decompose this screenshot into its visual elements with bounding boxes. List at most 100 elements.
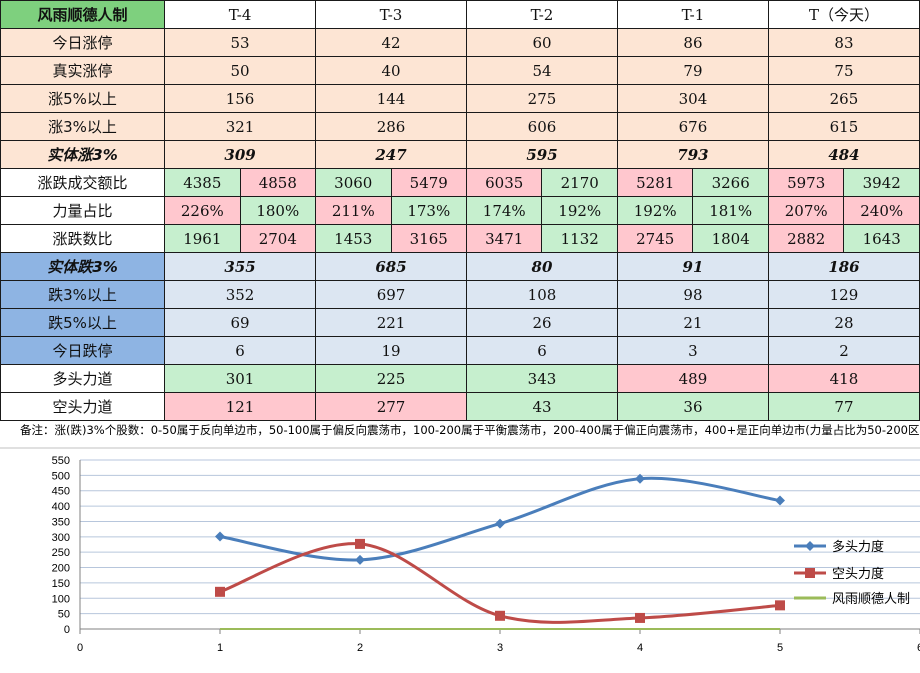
x-tick-label: 6: [917, 642, 920, 654]
value-cell: 54: [466, 56, 618, 85]
x-tick-label: 5: [777, 642, 783, 654]
row-label: 跌3%以上: [0, 280, 166, 309]
x-tick-label: 3: [497, 642, 503, 654]
value-cell: 304: [616, 84, 769, 113]
ratio-down-cell: 1132: [541, 224, 618, 253]
value-cell: 60: [466, 28, 618, 57]
value-cell: 98: [616, 280, 769, 309]
ratio-down-cell: 5479: [390, 168, 468, 197]
value-cell: 343: [466, 364, 618, 393]
solid-fall-row: 实体跌3% 355 685 80 91 186: [0, 252, 920, 281]
row-label: 跌5%以上: [0, 308, 166, 337]
y-tick-label: 300: [52, 532, 70, 544]
value-cell: 225: [315, 364, 467, 393]
value-cell: 28: [767, 308, 920, 337]
ratio-down-cell: 240%: [843, 196, 920, 225]
value-cell: 489: [616, 364, 769, 393]
y-tick-label: 250: [52, 547, 70, 559]
value-cell: 50: [164, 56, 317, 85]
x-tick-label: 0: [77, 642, 83, 654]
row-label: 涨5%以上: [0, 84, 166, 113]
value-cell: 80: [466, 252, 618, 281]
column-header: T-3: [315, 0, 467, 29]
ratio-down-cell: 1804: [692, 224, 769, 253]
ratio-up-cell: 4385: [164, 168, 241, 197]
ratio-row: 涨跌数比 1961 2704 1453 3165 3471 1132 2745 1804 2882…: [0, 224, 920, 253]
value-cell: 247: [315, 140, 467, 169]
value-cell: 144: [315, 84, 467, 113]
value-cell: 53: [164, 28, 317, 57]
column-header: T-2: [466, 0, 618, 29]
ratio-up-cell: 211%: [315, 196, 392, 225]
x-tick-label: 2: [357, 642, 363, 654]
ratio-row: 力量占比 226% 180% 211% 173% 174% 192% 192% 181% 207%…: [0, 196, 920, 225]
row-label: 涨跌成交额比: [0, 168, 166, 197]
ratio-down-cell: 4858: [239, 168, 317, 197]
data-point: [495, 518, 505, 529]
line-chart: 0 50 100 150 200 250 300 350 400 450 500 550 0 1 2 3 4 5 6…: [0, 447, 920, 654]
value-cell: 615: [767, 112, 920, 141]
y-tick-label: 200: [52, 563, 70, 575]
value-cell: 79: [616, 56, 769, 85]
ratio-up-cell: 207%: [767, 196, 845, 225]
y-tick-label: 400: [52, 501, 70, 513]
fall-row: 跌3%以上 352 697 108 98 129: [0, 280, 920, 309]
value-cell: 697: [315, 280, 467, 309]
row-label: 今日涨停: [0, 28, 166, 57]
ratio-up-cell: 174%: [465, 196, 543, 225]
y-tick-label: 150: [52, 578, 70, 590]
row-label: 力量占比: [0, 196, 166, 225]
ratio-up-cell: 6035: [465, 168, 543, 197]
value-cell: 42: [315, 28, 467, 57]
value-cell: 321: [164, 112, 317, 141]
row-label: 涨3%以上: [0, 112, 166, 141]
ratio-up-cell: 5281: [616, 168, 694, 197]
force-row: 空头力道 121 277 43 36 77: [0, 392, 920, 421]
y-tick-label: 500: [52, 470, 70, 482]
legend-label: 空头力度: [832, 566, 884, 582]
row-label: 今日跌停: [0, 336, 166, 365]
row-label: 多头力道: [0, 364, 166, 393]
value-cell: 309: [164, 140, 317, 169]
ratio-up-cell: 3060: [315, 168, 392, 197]
value-cell: 26: [466, 308, 618, 337]
y-tick-label: 450: [52, 486, 70, 498]
column-header: T（今天）: [767, 0, 920, 29]
data-point: [635, 473, 645, 484]
value-cell: 19: [315, 336, 467, 365]
data-point: [775, 495, 785, 506]
value-cell: 21: [616, 308, 769, 337]
value-cell: 75: [767, 56, 920, 85]
value-cell: 43: [466, 392, 618, 421]
y-tick-label: 550: [52, 455, 70, 467]
value-cell: 77: [767, 392, 920, 421]
x-tick-label: 1: [217, 642, 223, 654]
value-cell: 221: [315, 308, 467, 337]
y-tick-label: 100: [52, 593, 70, 605]
row-label: 真实涨停: [0, 56, 166, 85]
column-header: T-1: [616, 0, 769, 29]
ratio-down-cell: 3942: [843, 168, 920, 197]
value-cell: 2: [767, 336, 920, 365]
value-cell: 91: [616, 252, 769, 281]
rise-row: 涨3%以上 321 286 606 676 615: [0, 112, 920, 141]
value-cell: 286: [315, 112, 467, 141]
chart-grid: [0, 447, 920, 630]
ratio-row: 涨跌成交额比 4385 4858 3060 5479 6035 2170 5281 3266 59…: [0, 168, 920, 197]
ratio-up-cell: 1961: [164, 224, 241, 253]
data-point: [215, 531, 225, 542]
value-cell: 108: [466, 280, 618, 309]
ratio-down-cell: 181%: [692, 196, 769, 225]
value-cell: 277: [315, 392, 467, 421]
ratio-down-cell: 3266: [692, 168, 769, 197]
rise-row: 涨5%以上 156 144 275 304 265: [0, 84, 920, 113]
ratio-up-cell: 2745: [616, 224, 694, 253]
ratio-up-cell: 1453: [315, 224, 392, 253]
ratio-up-cell: 2882: [767, 224, 845, 253]
row-label: 涨跌数比: [0, 224, 166, 253]
value-cell: 186: [767, 252, 920, 281]
data-point: [635, 612, 645, 623]
value-cell: 156: [164, 84, 317, 113]
force-row: 多头力道 301 225 343 489 418: [0, 364, 920, 393]
